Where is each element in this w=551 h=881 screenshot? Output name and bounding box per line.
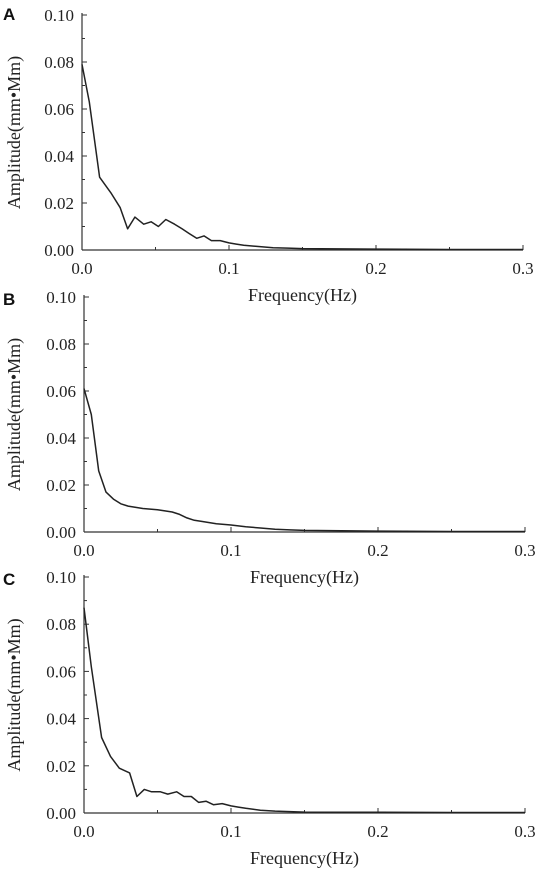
amplitude-series-line [83, 607, 525, 814]
y-tick-label: 0.00 [46, 804, 76, 823]
y-tick-label: 0.02 [44, 194, 74, 213]
y-axis-title: Amplitude(mm•Mm) [4, 618, 25, 771]
x-axis-title: Frequency(Hz) [250, 848, 359, 869]
x-axis-title: Frequency(Hz) [250, 567, 359, 588]
x-tick-label: 0.3 [514, 541, 535, 560]
x-tick-label: 0.3 [512, 259, 533, 278]
x-tick-label: 0.2 [367, 541, 388, 560]
chart-panel-a: A 0.00 0.02 0.04 0.06 0.08 0.10 0.0 0.1 0.2 0.3 Fre… [3, 5, 534, 306]
y-tick-label: 0.06 [44, 100, 74, 119]
y-tick-label: 0.00 [44, 241, 74, 260]
y-tick-label: 0.02 [46, 757, 76, 776]
y-tick-label: 0.02 [46, 476, 76, 495]
y-tick-label: 0.00 [46, 523, 76, 542]
y-tick-label: 0.04 [44, 147, 74, 166]
y-tick-label: 0.06 [46, 382, 76, 401]
y-tick-label: 0.10 [46, 568, 76, 587]
y-axis-title: Amplitude(mm•Mm) [4, 338, 25, 491]
x-tick-label: 0.2 [367, 822, 388, 841]
y-tick-label: 0.10 [44, 6, 74, 25]
x-tick-label: 0.0 [73, 822, 94, 841]
x-tick-label: 0.0 [71, 259, 92, 278]
y-tick-label: 0.08 [46, 615, 76, 634]
x-tick-label: 0.3 [514, 822, 535, 841]
y-tick-label: 0.06 [46, 662, 76, 681]
y-tick-label: 0.08 [46, 335, 76, 354]
x-tick-label: 0.1 [220, 822, 241, 841]
amplitude-series-line [81, 64, 523, 251]
chart-panel-b: B 0.00 0.02 0.04 0.06 0.08 0.10 0.0 0.1 0.2 0.3 Fre… [3, 288, 536, 588]
panel-label: A [3, 5, 15, 24]
x-axis-title: Frequency(Hz) [248, 285, 357, 306]
x-tick-label: 0.0 [73, 541, 94, 560]
panel-label: C [3, 570, 15, 589]
y-tick-label: 0.08 [44, 53, 74, 72]
y-tick-label: 0.10 [46, 288, 76, 307]
panel-label: B [3, 290, 15, 309]
x-tick-label: 0.1 [220, 541, 241, 560]
x-tick-label: 0.1 [218, 259, 239, 278]
y-tick-label: 0.04 [46, 710, 76, 729]
x-tick-label: 0.2 [365, 259, 386, 278]
chart-panel-c: C 0.00 0.02 0.04 0.06 0.08 0.10 0.0 0.1 0.2 0.3 Fre… [3, 568, 536, 869]
y-axis-title: Amplitude(mm•Mm) [4, 56, 25, 209]
y-tick-label: 0.04 [46, 429, 76, 448]
amplitude-series-line [83, 388, 525, 533]
